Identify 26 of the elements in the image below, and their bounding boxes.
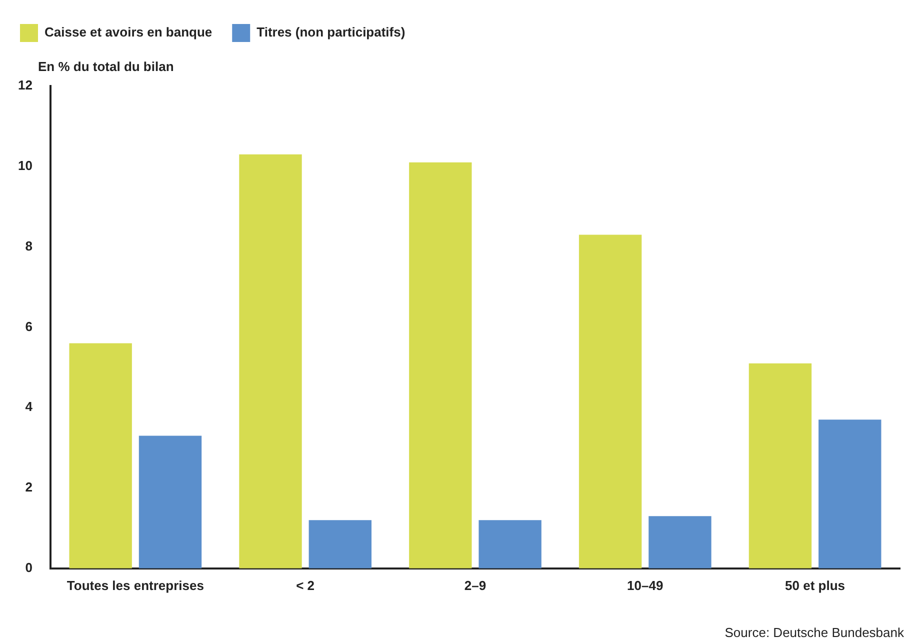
legend-label: Caisse et avoirs en banque [44, 24, 212, 40]
y-tick-label: 12 [18, 78, 32, 93]
bar [239, 154, 302, 568]
legend-label: Titres (non participatifs) [256, 24, 406, 40]
bar [409, 162, 472, 568]
x-tick-label: Toutes les entreprises [66, 578, 204, 593]
bar [478, 520, 542, 568]
bar [69, 343, 132, 568]
x-tick-label: 50 et plus [785, 578, 846, 593]
bar [578, 234, 642, 568]
bar [308, 520, 372, 568]
y-tick-label: 4 [25, 399, 34, 414]
bar [748, 363, 812, 568]
x-tick-label: 10–49 [627, 578, 664, 593]
x-tick-label: < 2 [296, 578, 315, 593]
x-tick-label: 2–9 [464, 578, 486, 593]
source-note: Source: Deutsche Bundesbank [724, 625, 904, 640]
bar [818, 420, 882, 568]
y-tick-label: 6 [25, 318, 32, 334]
y-tick-label: 8 [25, 238, 32, 254]
bar [648, 516, 712, 568]
bar [138, 436, 202, 568]
y-tick-label: 2 [25, 480, 32, 495]
y-tick-label: 0 [25, 560, 32, 575]
y-tick-label: 10 [18, 158, 32, 173]
y-axis-title: En % du total du bilan [38, 59, 174, 74]
